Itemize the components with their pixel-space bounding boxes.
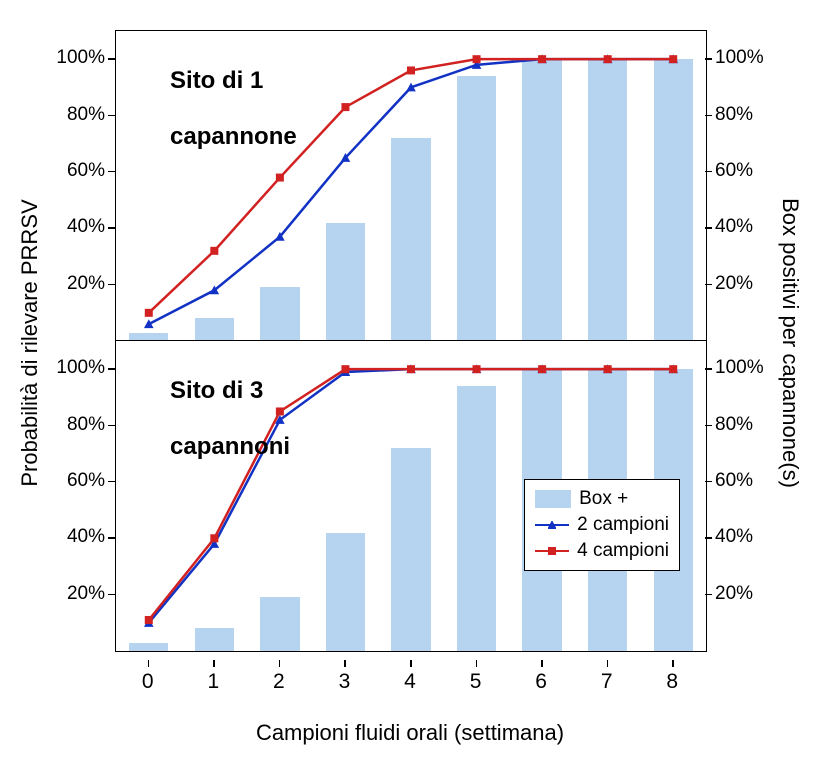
y-left-tick-label: 80% [35,414,105,436]
legend-label-series2: 2 campioni [577,514,669,536]
y-left-tick-label: 40% [35,526,105,548]
y-left-tick [108,284,115,286]
y-right-tick [705,115,712,117]
y-left-tick [108,368,115,370]
x-tick [279,660,281,667]
x-axis-label: Campioni fluidi orali (settimana) [115,720,705,746]
x-tick-label: 2 [264,670,294,694]
panel-bottom-title-line2: capannoni [170,433,290,460]
legend-label-box: Box + [579,488,628,510]
legend-line-series4 [535,543,569,559]
y-right-tick-label: 80% [715,414,785,436]
y-left-tick-label: 20% [35,273,105,295]
x-tick [541,660,543,667]
y-left-tick [108,58,115,60]
y-right-tick [705,425,712,427]
legend-item-series4: 4 campioni [535,538,669,564]
panel-bottom-title: Sito di 3 capannoni [130,349,290,489]
x-tick-label: 1 [198,670,228,694]
y-right-tick [705,58,712,60]
y-left-tick [108,481,115,483]
x-tick-label: 8 [657,670,687,694]
y-left-tick [108,227,115,229]
y-right-tick-label: 100% [715,357,785,379]
x-tick-label: 6 [526,670,556,694]
x-tick-label: 4 [395,670,425,694]
y-left-tick-label: 100% [35,47,105,69]
y-right-tick [705,227,712,229]
y-right-tick [705,368,712,370]
x-tick [672,660,674,667]
y-right-tick [705,594,712,596]
x-tick-label: 0 [133,670,163,694]
y-left-tick [108,425,115,427]
y-right-tick-label: 40% [715,216,785,238]
panel-top-title-line1: Sito di 1 [170,67,263,94]
x-tick [410,660,412,667]
panel-bottom-title-line1: Sito di 3 [170,377,263,404]
y-right-tick [705,537,712,539]
y-left-tick-label: 20% [35,583,105,605]
figure: Probabilità di rilevare PRRSV Box positi… [0,0,820,776]
y-right-tick-label: 40% [715,526,785,548]
y-left-tick-label: 60% [35,470,105,492]
x-tick [344,660,346,667]
x-tick [476,660,478,667]
panel-top-title: Sito di 1 capannone [130,39,297,179]
panel-top-title-line2: capannone [170,123,297,150]
y-left-tick [108,171,115,173]
x-tick [607,660,609,667]
x-tick [148,660,150,667]
legend: Box + 2 campioni 4 campioni [524,479,680,571]
y-right-tick-label: 80% [715,104,785,126]
y-right-tick [705,171,712,173]
y-right-tick-label: 60% [715,160,785,182]
y-right-tick-label: 20% [715,273,785,295]
y-right-tick [705,481,712,483]
y-left-tick [108,594,115,596]
y-right-tick [705,284,712,286]
y-left-tick [108,537,115,539]
legend-line-series2 [535,517,569,533]
panel-top: Sito di 1 capannone [115,30,707,342]
legend-item-box: Box + [535,486,669,512]
x-tick-label: 7 [592,670,622,694]
y-left-tick-label: 60% [35,160,105,182]
x-tick [213,660,215,667]
legend-item-series2: 2 campioni [535,512,669,538]
y-right-tick-label: 60% [715,470,785,492]
y-left-tick-label: 80% [35,104,105,126]
legend-swatch-box [535,490,571,508]
y-right-tick-label: 100% [715,47,785,69]
x-tick-label: 3 [329,670,359,694]
y-left-tick [108,115,115,117]
y-left-tick-label: 40% [35,216,105,238]
y-left-tick-label: 100% [35,357,105,379]
panel-bottom: Sito di 3 capannoni Box + 2 campioni 4 c… [115,340,707,652]
x-tick-label: 5 [461,670,491,694]
y-right-tick-label: 20% [715,583,785,605]
legend-label-series4: 4 campioni [577,540,669,562]
